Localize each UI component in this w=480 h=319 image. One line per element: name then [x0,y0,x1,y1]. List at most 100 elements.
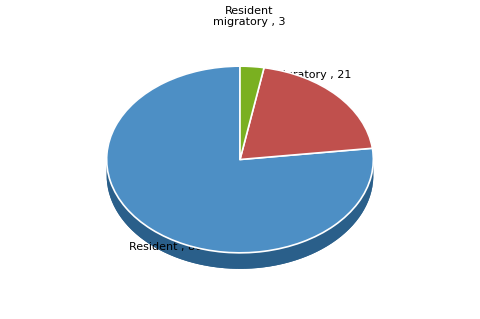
Polygon shape [327,227,332,246]
Polygon shape [112,186,114,206]
Wedge shape [240,68,372,160]
Polygon shape [183,73,189,91]
Polygon shape [140,221,144,241]
Polygon shape [302,77,304,94]
Polygon shape [293,74,295,91]
Polygon shape [349,106,350,123]
Polygon shape [225,252,231,269]
Polygon shape [369,180,370,200]
Polygon shape [111,132,113,152]
Polygon shape [356,113,357,130]
Polygon shape [109,177,110,197]
Polygon shape [267,68,269,85]
Polygon shape [329,90,330,107]
Polygon shape [328,89,329,106]
Polygon shape [295,74,297,91]
Polygon shape [359,117,360,135]
Polygon shape [317,233,323,252]
Polygon shape [309,79,310,96]
Polygon shape [281,70,282,87]
Polygon shape [337,220,341,240]
Polygon shape [151,87,156,106]
Polygon shape [251,252,257,269]
Polygon shape [372,148,373,169]
Polygon shape [244,253,251,269]
Polygon shape [348,105,349,122]
Polygon shape [128,211,132,230]
Polygon shape [349,209,353,229]
Polygon shape [240,68,264,175]
Polygon shape [136,218,140,237]
Polygon shape [269,68,271,85]
Polygon shape [370,175,372,196]
Polygon shape [300,76,301,93]
Polygon shape [345,213,349,233]
Polygon shape [233,66,240,82]
Wedge shape [107,66,373,253]
Polygon shape [137,97,142,116]
Polygon shape [282,71,284,87]
Polygon shape [347,103,348,120]
Polygon shape [355,112,356,129]
Polygon shape [125,207,128,226]
Polygon shape [287,72,288,89]
Polygon shape [357,114,358,131]
Polygon shape [300,241,306,259]
Polygon shape [123,111,126,131]
Polygon shape [276,248,283,265]
Polygon shape [340,98,341,115]
Polygon shape [367,184,369,205]
Polygon shape [295,243,300,261]
Polygon shape [274,69,276,85]
Polygon shape [351,108,352,125]
Wedge shape [240,66,264,160]
Polygon shape [132,214,136,234]
Polygon shape [314,82,316,99]
Polygon shape [333,93,334,109]
Polygon shape [115,123,117,144]
Polygon shape [317,83,319,100]
Polygon shape [306,78,307,95]
Polygon shape [270,249,276,266]
Polygon shape [342,100,343,116]
Polygon shape [271,69,272,85]
Polygon shape [172,77,178,95]
Polygon shape [310,80,312,97]
Polygon shape [119,198,122,219]
Polygon shape [238,253,244,269]
Polygon shape [178,75,183,93]
Polygon shape [276,70,277,86]
Polygon shape [240,68,264,175]
Polygon shape [240,84,372,175]
Polygon shape [301,77,302,93]
Polygon shape [195,70,202,87]
Polygon shape [114,190,116,210]
Polygon shape [288,245,295,263]
Polygon shape [126,107,130,127]
Polygon shape [107,82,373,269]
Polygon shape [107,150,108,170]
Polygon shape [332,224,337,243]
Polygon shape [202,69,208,86]
Polygon shape [359,197,362,217]
Polygon shape [240,148,372,175]
Polygon shape [272,69,274,85]
Polygon shape [279,70,281,86]
Polygon shape [363,124,364,141]
Polygon shape [257,251,264,268]
Polygon shape [319,84,320,101]
Polygon shape [187,245,193,263]
Polygon shape [353,110,354,127]
Polygon shape [283,246,288,264]
Polygon shape [353,205,356,225]
Polygon shape [218,252,225,268]
Polygon shape [332,92,333,108]
Polygon shape [312,81,313,97]
Polygon shape [264,250,270,267]
Polygon shape [116,194,119,214]
Polygon shape [334,93,336,110]
Polygon shape [156,84,161,103]
Polygon shape [323,230,327,249]
Polygon shape [364,189,367,209]
Polygon shape [307,79,309,95]
